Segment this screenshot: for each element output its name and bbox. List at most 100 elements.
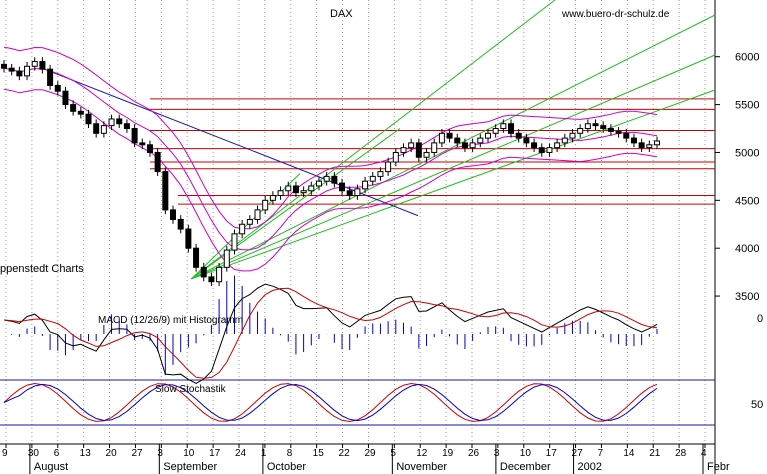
candle-body: [1, 63, 7, 69]
candle-body: [584, 123, 591, 130]
macd-label: MACD (12/26/9) mit Histogramm: [98, 315, 243, 326]
candle-body: [300, 190, 307, 194]
candle-body: [239, 223, 246, 235]
fan-lines: [191, 0, 716, 280]
candle-body: [47, 68, 54, 86]
candle-body: [431, 142, 438, 153]
candle-body: [339, 182, 346, 192]
candle-body: [208, 276, 215, 283]
candle-body: [62, 90, 69, 106]
candle-body: [39, 61, 46, 70]
candle-body: [308, 185, 315, 192]
vertical-grid: [5, 0, 706, 444]
fan-line: [191, 54, 716, 280]
candle-body: [223, 249, 230, 268]
candle-body: [369, 175, 376, 182]
day-tick-label: 3: [157, 448, 163, 459]
downtrend-line: [41, 67, 419, 217]
price-tick-label: 4500: [735, 195, 759, 207]
month-label: October: [267, 461, 306, 473]
candle-body: [162, 171, 169, 211]
candle-body: [630, 137, 637, 144]
candle-body: [70, 104, 77, 112]
day-tick-label: 17: [546, 448, 558, 459]
day-tick-label: 27: [131, 448, 143, 459]
candle-body: [292, 185, 299, 194]
fan-line: [191, 173, 301, 280]
day-tick-label: 12: [416, 448, 428, 459]
day-tick-label: 13: [80, 448, 92, 459]
candle-body: [85, 113, 92, 125]
candle-body: [254, 209, 261, 220]
day-tick-label: 6: [54, 448, 60, 459]
candle-body: [385, 161, 392, 173]
candle-body: [592, 123, 599, 127]
candle-body: [8, 67, 15, 72]
candle-body: [446, 132, 453, 139]
candle-body: [269, 195, 276, 201]
candles: [1, 57, 660, 287]
day-tick-label: 26: [468, 448, 480, 459]
panel-borders: [0, 0, 716, 474]
stoch-d-line: [3, 383, 658, 422]
candle-body: [16, 70, 23, 77]
candle-body: [454, 137, 461, 144]
price-tick-label: 5000: [735, 147, 759, 159]
candle-body: [546, 147, 553, 153]
candle-body: [315, 180, 322, 187]
day-tick-label: 29: [364, 448, 376, 459]
day-tick-label: 5: [390, 448, 396, 459]
day-tick-label: 15: [313, 448, 325, 459]
day-tick-label: 10: [183, 448, 195, 459]
candle-body: [646, 144, 653, 149]
month-label: 2002: [578, 461, 602, 473]
month-label: December: [500, 461, 551, 473]
candle-body: [638, 142, 645, 149]
candle-body: [231, 233, 238, 251]
candle-body: [285, 185, 292, 192]
fan-line: [191, 0, 556, 280]
candle-body: [262, 199, 269, 211]
candle-body: [277, 190, 284, 197]
candle-body: [654, 140, 660, 146]
candle-body: [131, 128, 138, 144]
candle-body: [492, 128, 499, 134]
day-tick-label: 1: [261, 448, 267, 459]
macd-panel: [3, 275, 658, 384]
candle-body: [323, 175, 330, 182]
candle-body: [477, 137, 484, 144]
candle-body: [362, 180, 369, 190]
day-tick-label: 22: [339, 448, 351, 459]
candle-body: [623, 132, 630, 139]
candle-body: [408, 142, 415, 149]
candle-body: [146, 144, 153, 153]
candle-body: [484, 132, 491, 139]
candle-body: [123, 123, 130, 130]
day-tick-label: 4: [701, 448, 707, 459]
candle-body: [531, 142, 538, 149]
candle-body: [346, 190, 353, 197]
day-tick-label: 24: [235, 448, 247, 459]
bollinger-line: [3, 88, 658, 272]
candle-body: [100, 125, 107, 134]
candle-body: [116, 118, 123, 125]
candle-body: [607, 128, 614, 132]
macd-line: [3, 283, 658, 384]
fan-line: [191, 89, 716, 280]
candle-body: [523, 137, 530, 144]
bollinger-line: [3, 67, 658, 251]
day-tick-label: 3: [494, 448, 500, 459]
watermark: www.buero-dr-schulz.de: [561, 9, 670, 20]
candle-body: [461, 142, 468, 149]
price-tick-label: 6000: [735, 52, 759, 64]
candle-body: [554, 142, 561, 149]
candle-body: [24, 65, 31, 77]
day-tick-label: 10: [520, 448, 532, 459]
day-tick-label: 17: [209, 448, 221, 459]
candle-body: [615, 130, 622, 134]
chart-title: DAX: [330, 8, 353, 20]
candle-body: [415, 142, 422, 158]
candle-body: [508, 123, 515, 134]
candle-body: [354, 188, 361, 197]
